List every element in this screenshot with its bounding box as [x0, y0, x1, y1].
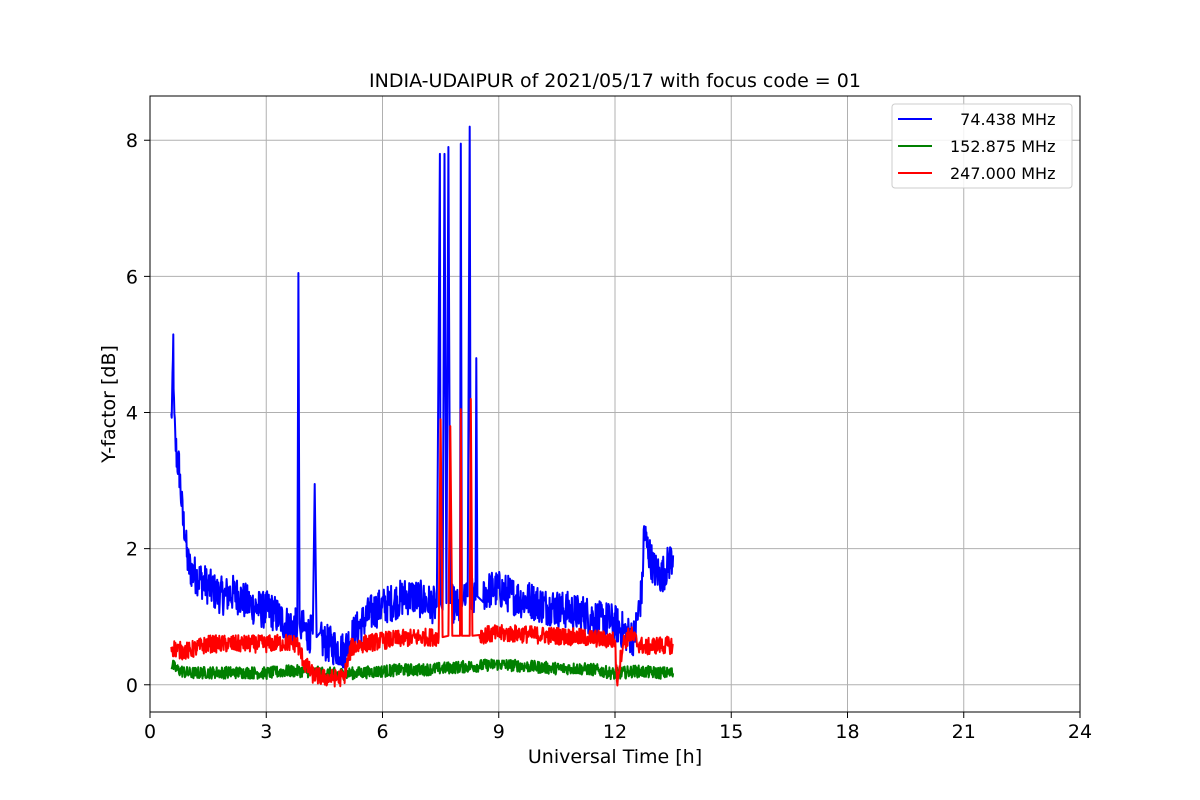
series-group [170, 125, 675, 688]
legend: 74.438 MHz 152.875 MHz 247.000 MHz [891, 103, 1073, 189]
x-tick-label: 9 [493, 721, 505, 743]
chart-title: INDIA-UDAIPUR of 2021/05/17 with focus c… [369, 70, 861, 92]
x-tick-label: 6 [376, 721, 388, 743]
x-tick-label: 21 [952, 721, 976, 743]
series-line-3 [170, 397, 674, 688]
y-axis: 0 2 4 6 8 [126, 130, 150, 697]
x-tick-label: 15 [719, 721, 743, 743]
legend-label-3: 247.000 MHz [950, 164, 1055, 183]
x-tick-label: 0 [144, 721, 156, 743]
y-axis-label: Y-factor [dB] [98, 345, 120, 464]
x-tick-label: 18 [835, 721, 859, 743]
x-axis: 0 3 6 9 12 15 18 21 24 [144, 712, 1092, 743]
series-line-2 [170, 658, 675, 681]
y-tick-label: 4 [126, 403, 138, 425]
legend-box [891, 103, 1073, 189]
y-tick-label: 0 [126, 675, 138, 697]
x-tick-label: 24 [1068, 721, 1092, 743]
y-tick-label: 8 [126, 130, 138, 152]
legend-label-1: 74.438 MHz [950, 110, 1055, 129]
y-tick-label: 6 [126, 266, 138, 288]
legend-label-2: 152.875 MHz [950, 137, 1055, 156]
x-axis-label: Universal Time [h] [528, 746, 702, 768]
plot-area [170, 125, 675, 688]
x-tick-label: 12 [603, 721, 627, 743]
x-tick-label: 3 [260, 721, 272, 743]
y-tick-label: 2 [126, 539, 138, 561]
